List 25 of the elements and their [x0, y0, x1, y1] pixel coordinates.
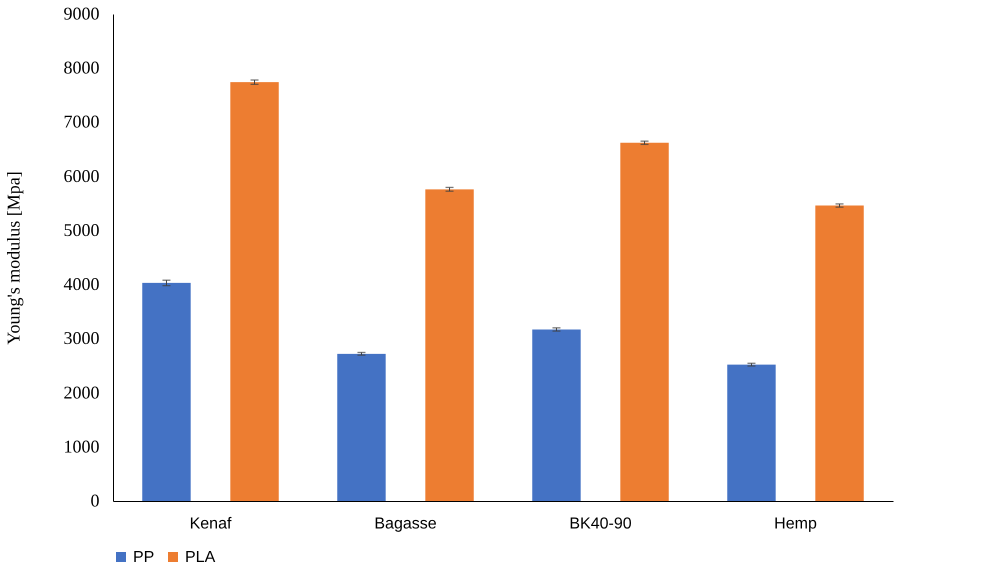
- y-tick-label: 9000: [64, 4, 100, 24]
- x-tick-label: Kenaf: [190, 516, 232, 532]
- bar: [727, 364, 776, 501]
- bar: [230, 82, 279, 501]
- bar: [815, 206, 864, 501]
- y-tick-label: 2000: [64, 382, 100, 402]
- bar: [337, 354, 386, 501]
- y-tick-label: 5000: [64, 220, 100, 240]
- y-tick-label: 8000: [64, 58, 100, 78]
- bar: [620, 142, 669, 501]
- y-tick-label: 7000: [64, 112, 100, 132]
- y-tick-label: 3000: [64, 328, 100, 348]
- y-tick-label: 6000: [64, 166, 100, 186]
- bar: [425, 189, 474, 501]
- bar: [532, 329, 581, 501]
- y-tick-label: 1000: [64, 436, 100, 456]
- y-tick-label: 4000: [64, 274, 100, 294]
- y-axis-title: Young's modulus [Mpa]: [4, 171, 24, 345]
- x-tick-label: Hemp: [774, 516, 817, 532]
- y-tick-label: 0: [90, 490, 100, 510]
- bar: [142, 282, 191, 501]
- legend-label: PP: [133, 549, 154, 566]
- x-tick-label: Bagasse: [374, 516, 437, 532]
- legend-label: PLA: [185, 549, 216, 566]
- x-tick-label: BK40-90: [569, 516, 632, 532]
